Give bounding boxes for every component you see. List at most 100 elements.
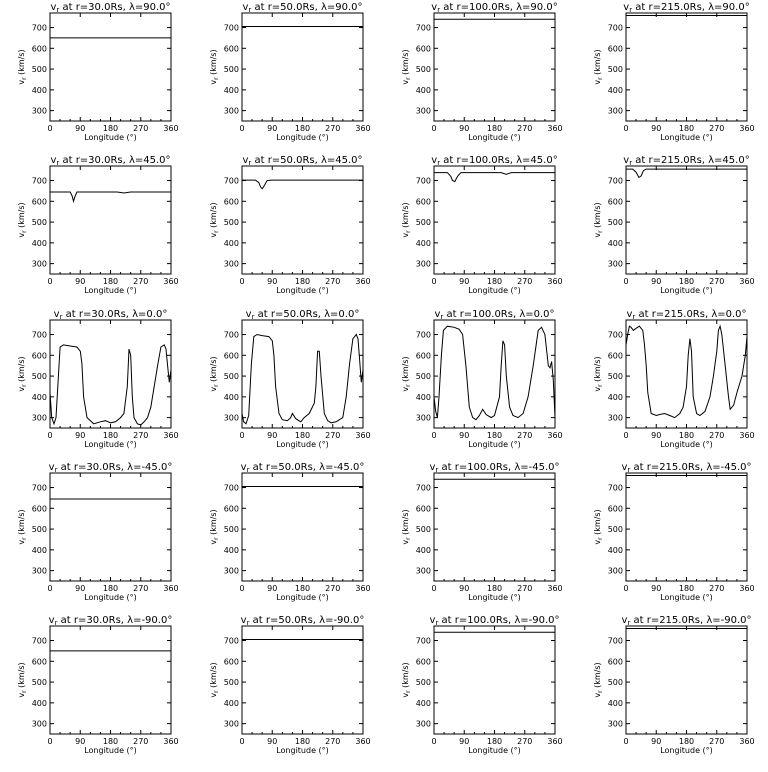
y-axis-label: vr (km/s) bbox=[593, 202, 604, 237]
x-tick-label: 360 bbox=[547, 737, 562, 746]
y-axis-label: vr (km/s) bbox=[401, 202, 412, 237]
panel-title: vr at r=50.0Rs, λ=-90.0° bbox=[241, 615, 365, 627]
y-tick-label: 400 bbox=[416, 699, 431, 708]
x-tick-label: 180 bbox=[679, 737, 694, 746]
y-tick-label: 500 bbox=[608, 678, 623, 687]
panel-9: vr at r=30.0Rs, λ=0.0° 0 90 180 270 360 300 400… bbox=[17, 309, 179, 449]
panel-title: vr at r=100.0Rs, λ=0.0° bbox=[434, 309, 554, 321]
panel-title: vr at r=215.0Rs, λ=90.0° bbox=[623, 2, 749, 14]
x-tick-label: 0 bbox=[431, 124, 436, 133]
x-axis-label: Longitude (°) bbox=[468, 746, 521, 755]
x-tick-label: 270 bbox=[325, 431, 340, 440]
x-tick-label: 90 bbox=[267, 737, 277, 746]
x-tick-label: 180 bbox=[679, 584, 694, 593]
y-tick-label: 600 bbox=[416, 44, 431, 53]
x-tick-label: 90 bbox=[459, 277, 469, 286]
x-tick-label: 90 bbox=[267, 431, 277, 440]
y-tick-label: 500 bbox=[224, 678, 239, 687]
x-tick-label: 360 bbox=[163, 124, 178, 133]
plot-frame bbox=[433, 12, 556, 122]
series-line bbox=[50, 191, 171, 204]
x-tick-label: 360 bbox=[739, 584, 754, 593]
x-tick-label: 270 bbox=[133, 737, 148, 746]
x-tick-label: 0 bbox=[623, 431, 628, 440]
series-line bbox=[625, 324, 748, 419]
x-tick-label: 90 bbox=[75, 431, 85, 440]
plot-frame bbox=[241, 165, 364, 275]
x-tick-label: 180 bbox=[487, 277, 502, 286]
y-tick-label: 400 bbox=[32, 393, 47, 402]
plot-frame bbox=[625, 12, 748, 122]
x-tick-label: 270 bbox=[517, 584, 532, 593]
x-tick-label: 0 bbox=[431, 584, 436, 593]
plot-frame bbox=[433, 625, 556, 735]
y-tick-label: 600 bbox=[32, 197, 47, 206]
y-tick-label: 300 bbox=[224, 414, 239, 423]
y-tick-label: 600 bbox=[416, 504, 431, 513]
x-tick-label: 90 bbox=[651, 431, 661, 440]
y-tick-label: 600 bbox=[224, 351, 239, 360]
y-tick-label: 700 bbox=[32, 177, 47, 186]
plot-frame bbox=[49, 12, 172, 122]
x-tick-label: 90 bbox=[267, 277, 277, 286]
x-tick-label: 90 bbox=[459, 124, 469, 133]
y-axis-label: vr (km/s) bbox=[17, 202, 28, 237]
x-tick-label: 360 bbox=[739, 124, 754, 133]
x-tick-label: 90 bbox=[459, 584, 469, 593]
y-tick-label: 500 bbox=[416, 65, 431, 74]
x-tick-label: 90 bbox=[267, 124, 277, 133]
panel-8: vr at r=215.0Rs, λ=45.0° 0 90 180 270 360 300 4… bbox=[593, 155, 755, 295]
x-tick-label: 360 bbox=[163, 277, 178, 286]
panel-19: vr at r=100.0Rs, λ=-90.0° 0 90 180 270 360 300… bbox=[401, 615, 563, 755]
y-tick-label: 500 bbox=[224, 525, 239, 534]
y-tick-label: 300 bbox=[416, 414, 431, 423]
x-tick-label: 90 bbox=[75, 277, 85, 286]
x-tick-label: 0 bbox=[239, 124, 244, 133]
y-tick-label: 400 bbox=[224, 239, 239, 248]
panel-15: vr at r=100.0Rs, λ=-45.0° 0 90 180 270 360 300… bbox=[401, 462, 563, 602]
panel-7: vr at r=100.0Rs, λ=45.0° 0 90 180 270 360 300 4… bbox=[401, 155, 563, 295]
panel-title: vr at r=30.0Rs, λ=-90.0° bbox=[49, 615, 173, 627]
panel-18: vr at r=50.0Rs, λ=-90.0° 0 90 180 270 360 300 4… bbox=[209, 615, 371, 755]
y-tick-label: 300 bbox=[32, 720, 47, 729]
x-tick-label: 0 bbox=[239, 431, 244, 440]
series-line bbox=[626, 168, 747, 179]
x-tick-label: 270 bbox=[709, 584, 724, 593]
y-tick-label: 600 bbox=[224, 197, 239, 206]
y-tick-label: 700 bbox=[224, 484, 239, 493]
y-tick-label: 700 bbox=[224, 331, 239, 340]
plot-frame bbox=[433, 165, 556, 275]
y-tick-label: 300 bbox=[416, 720, 431, 729]
y-tick-label: 300 bbox=[32, 567, 47, 576]
x-axis-label: Longitude (°) bbox=[660, 286, 713, 295]
x-tick-label: 90 bbox=[459, 431, 469, 440]
y-tick-label: 400 bbox=[416, 546, 431, 555]
series-line bbox=[49, 344, 172, 426]
x-tick-label: 270 bbox=[133, 584, 148, 593]
plot-frame bbox=[49, 319, 172, 429]
y-tick-label: 700 bbox=[32, 484, 47, 493]
y-tick-label: 400 bbox=[224, 393, 239, 402]
y-tick-label: 300 bbox=[224, 260, 239, 269]
y-axis-label: vr (km/s) bbox=[17, 356, 28, 391]
x-axis-label: Longitude (°) bbox=[84, 593, 137, 602]
x-tick-label: 360 bbox=[739, 737, 754, 746]
plot-frame bbox=[49, 625, 172, 735]
y-tick-label: 400 bbox=[416, 86, 431, 95]
x-tick-label: 270 bbox=[709, 277, 724, 286]
y-tick-label: 400 bbox=[32, 546, 47, 555]
plot-frame bbox=[433, 472, 556, 582]
y-tick-label: 500 bbox=[608, 525, 623, 534]
panel-title: vr at r=50.0Rs, λ=0.0° bbox=[246, 309, 360, 321]
panel-title: vr at r=215.0Rs, λ=45.0° bbox=[623, 155, 749, 167]
y-tick-label: 400 bbox=[608, 239, 623, 248]
plot-frame bbox=[625, 472, 748, 582]
y-axis-label: vr (km/s) bbox=[593, 662, 604, 697]
x-axis-label: Longitude (°) bbox=[276, 133, 329, 142]
plot-frame bbox=[625, 625, 748, 735]
x-tick-label: 0 bbox=[623, 737, 628, 746]
y-tick-label: 300 bbox=[608, 260, 623, 269]
x-tick-label: 180 bbox=[103, 277, 118, 286]
y-tick-label: 300 bbox=[224, 567, 239, 576]
x-tick-label: 90 bbox=[459, 737, 469, 746]
